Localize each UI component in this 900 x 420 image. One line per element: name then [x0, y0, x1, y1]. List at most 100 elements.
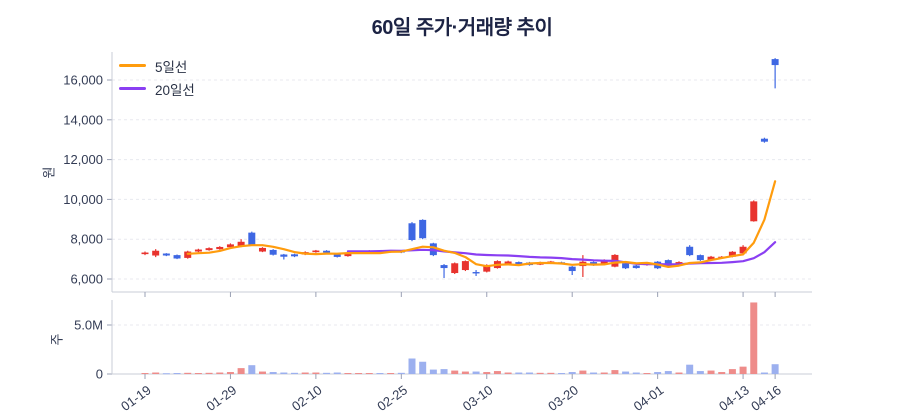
- candle-body[interactable]: [269, 249, 277, 255]
- volume-bar[interactable]: [739, 366, 747, 374]
- candle-body[interactable]: [216, 246, 224, 250]
- volume-bar[interactable]: [312, 372, 320, 374]
- volume-bar[interactable]: [194, 373, 202, 375]
- candle-body[interactable]: [344, 253, 352, 257]
- candle-body[interactable]: [771, 59, 779, 66]
- volume-bar[interactable]: [461, 371, 469, 374]
- volume-bar[interactable]: [301, 372, 309, 374]
- candle-body[interactable]: [333, 253, 341, 257]
- volume-bar[interactable]: [355, 373, 363, 375]
- volume-bar[interactable]: [654, 372, 662, 374]
- candle-body[interactable]: [237, 241, 245, 247]
- volume-bar[interactable]: [376, 373, 384, 375]
- volume-bar[interactable]: [440, 369, 448, 374]
- candle-body[interactable]: [408, 223, 416, 240]
- volume-bar[interactable]: [579, 370, 587, 374]
- candle-body[interactable]: [323, 250, 331, 253]
- candle-body[interactable]: [675, 262, 683, 265]
- candle-body[interactable]: [568, 266, 576, 272]
- volume-bar[interactable]: [728, 369, 736, 374]
- candle-body[interactable]: [622, 263, 630, 269]
- candle-body[interactable]: [226, 244, 234, 248]
- candle-body[interactable]: [162, 253, 170, 256]
- candle-body[interactable]: [483, 265, 491, 272]
- volume-bar[interactable]: [248, 365, 256, 374]
- candle-body[interactable]: [686, 246, 694, 256]
- volume-bar[interactable]: [291, 372, 299, 374]
- candle-body[interactable]: [632, 265, 640, 269]
- candle-body[interactable]: [750, 201, 758, 222]
- volume-bar[interactable]: [226, 372, 234, 374]
- volume-bar[interactable]: [632, 372, 640, 374]
- volume-bar[interactable]: [611, 370, 619, 374]
- volume-bar[interactable]: [504, 372, 512, 374]
- volume-bar[interactable]: [643, 373, 651, 375]
- volume-bar[interactable]: [483, 372, 491, 374]
- volume-bar[interactable]: [269, 372, 277, 374]
- volume-bar[interactable]: [472, 371, 480, 374]
- volume-bar[interactable]: [419, 361, 427, 374]
- volume-bar[interactable]: [707, 370, 715, 374]
- legend-item-ma20[interactable]: 20일선: [119, 77, 195, 100]
- candle-body[interactable]: [194, 249, 202, 252]
- candle-body[interactable]: [739, 246, 747, 254]
- volume-bar[interactable]: [664, 371, 672, 374]
- volume-bar[interactable]: [344, 373, 352, 375]
- volume-bar[interactable]: [686, 364, 694, 374]
- volume-bar[interactable]: [280, 372, 288, 374]
- volume-bar[interactable]: [760, 372, 768, 374]
- candle-body[interactable]: [248, 232, 256, 245]
- volume-bar[interactable]: [323, 372, 331, 374]
- candle-body[interactable]: [760, 138, 768, 142]
- volume-bar[interactable]: [547, 372, 555, 374]
- volume-bar[interactable]: [696, 371, 704, 374]
- volume-bar[interactable]: [216, 372, 224, 374]
- volume-bar[interactable]: [451, 370, 459, 374]
- candle-body[interactable]: [173, 255, 181, 259]
- volume-bar[interactable]: [600, 372, 608, 374]
- candle-body[interactable]: [707, 256, 715, 261]
- volume-bar[interactable]: [408, 358, 416, 374]
- candle-body[interactable]: [280, 254, 288, 257]
- candle-body[interactable]: [472, 272, 480, 274]
- candle-body[interactable]: [419, 219, 427, 239]
- volume-bar[interactable]: [397, 372, 405, 374]
- volume-bar[interactable]: [173, 373, 181, 375]
- volume-bar[interactable]: [515, 372, 523, 374]
- volume-bar[interactable]: [493, 371, 501, 374]
- volume-bar[interactable]: [205, 372, 213, 374]
- volume-bar[interactable]: [622, 371, 630, 374]
- volume-bar[interactable]: [771, 364, 779, 374]
- volume-bar[interactable]: [333, 372, 341, 374]
- candle-body[interactable]: [291, 254, 299, 257]
- volume-bar[interactable]: [675, 372, 683, 374]
- volume-bar[interactable]: [429, 369, 437, 374]
- volume-bar[interactable]: [387, 373, 395, 375]
- candle-body[interactable]: [696, 255, 704, 261]
- volume-bar[interactable]: [162, 373, 170, 375]
- candle-body[interactable]: [461, 261, 469, 271]
- candle-body[interactable]: [728, 251, 736, 257]
- candle-body[interactable]: [141, 252, 149, 255]
- volume-bar[interactable]: [536, 372, 544, 374]
- volume-bar[interactable]: [718, 372, 726, 374]
- volume-bar[interactable]: [237, 368, 245, 374]
- volume-bar[interactable]: [525, 372, 533, 374]
- volume-bar[interactable]: [152, 372, 160, 374]
- volume-bar[interactable]: [568, 372, 576, 374]
- candle-body[interactable]: [515, 262, 523, 265]
- candle-body[interactable]: [205, 248, 213, 251]
- volume-bar[interactable]: [750, 302, 758, 374]
- candle-body[interactable]: [504, 261, 512, 265]
- volume-bar[interactable]: [558, 373, 566, 375]
- volume-bar[interactable]: [590, 372, 598, 374]
- candle-body[interactable]: [440, 265, 448, 269]
- legend-item-ma5[interactable]: 5일선: [119, 54, 195, 77]
- candle-body[interactable]: [451, 263, 459, 274]
- volume-bar[interactable]: [141, 373, 149, 375]
- candle-body[interactable]: [258, 247, 266, 252]
- candle-body[interactable]: [152, 250, 160, 256]
- volume-bar[interactable]: [184, 372, 192, 374]
- candle-body[interactable]: [312, 250, 320, 253]
- volume-bar[interactable]: [258, 371, 266, 374]
